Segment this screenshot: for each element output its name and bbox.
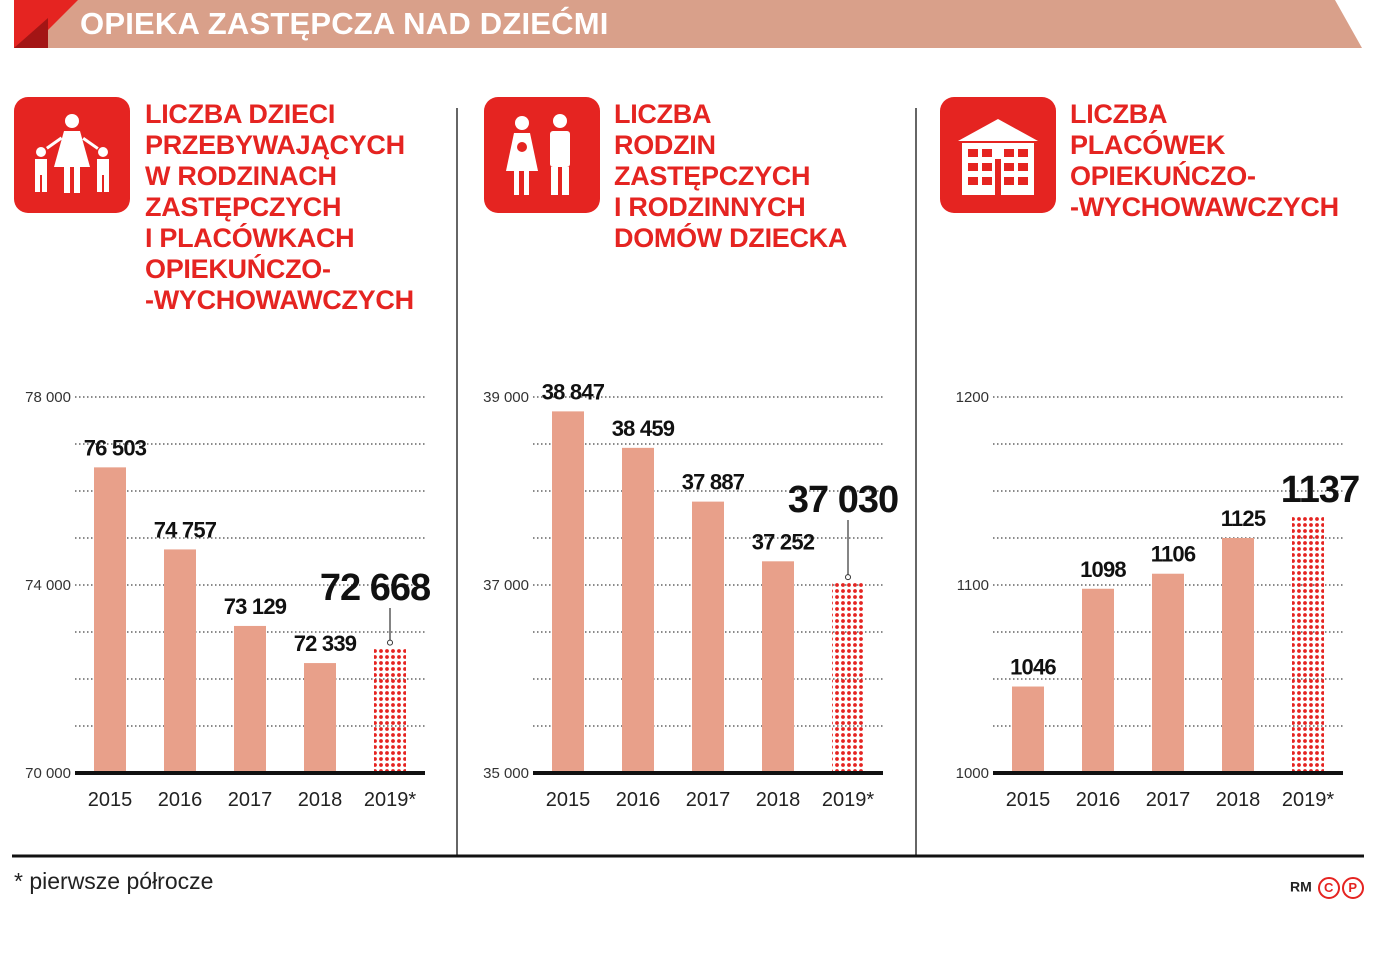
title-line: I PLACÓWKACH [145,223,355,253]
value-label: 73 129 [224,594,287,619]
value-label: 38 459 [612,416,675,441]
leader-dot [845,574,851,581]
author-initials: RM [1290,878,1312,895]
value-label: 37 887 [682,470,745,495]
value-label: 37 252 [752,529,815,554]
footnote: * pierwsze półrocze [14,868,214,894]
bar-2017 [692,501,724,773]
bar-2015 [1012,686,1044,773]
parents-with-baby-icon [484,97,600,213]
panel-title-families: LICZBA RODZIN ZASTĘPCZYCH I RODZINNYCH D… [614,99,847,254]
family-mother-children-icon [14,97,130,213]
value-label: 38 847 [542,379,605,404]
value-label: 1125 [1221,506,1266,531]
title-line: ZASTĘPCZYCH [145,192,342,222]
title-line: OPIEKUŃCZO- [1070,161,1256,191]
title-line: LICZBA [1070,99,1168,129]
leader-dot [387,639,393,646]
y-tick-label: 1000 [956,765,989,782]
x-tick-label: 2016 [616,789,661,811]
x-tick-label: 2015 [88,789,133,811]
value-label: 72 339 [294,631,357,656]
y-tick-label: 1200 [956,389,989,406]
y-tick-label: 39 000 [483,389,529,406]
value-label: 74 757 [154,517,217,542]
x-tick-label: 2017 [228,789,273,811]
x-tick-label: 2019* [364,789,416,811]
title-line: W RODZINACH [145,161,337,191]
bar-2019* [832,582,864,773]
value-label: 76 503 [84,435,147,460]
x-tick-label: 2015 [546,789,591,811]
bar-2018 [1222,538,1254,773]
title-line: DOMÓW DZIECKA [614,223,848,253]
value-label-highlight: 72 668 [320,567,430,609]
x-tick-label: 2017 [686,789,731,811]
title-line: -WYCHOWAWCZYCH [145,285,414,315]
value-label: 1098 [1080,557,1126,582]
y-tick-label: 37 000 [483,577,529,594]
bar-2017 [234,625,266,773]
x-tick-label: 2018 [298,789,343,811]
building-icon [940,97,1056,213]
x-tick-label: 2017 [1146,789,1191,811]
x-tick-label: 2019* [1282,789,1334,811]
value-label: 1106 [1151,542,1196,567]
bar-2016 [622,447,654,773]
x-tick-label: 2016 [1076,789,1121,811]
x-tick-label: 2016 [158,789,203,811]
x-tick-label: 2018 [756,789,801,811]
bar-2016 [164,549,196,773]
title-line: LICZBA DZIECI [145,99,336,129]
bar-2016 [1082,588,1114,773]
title-line: -WYCHOWAWCZYCH [1070,192,1339,222]
header-accent-shadow [14,18,48,48]
y-tick-label: 78 000 [25,389,71,406]
y-tick-label: 35 000 [483,765,529,782]
bar-2018 [304,663,336,773]
y-tick-label: 74 000 [25,577,71,594]
x-tick-label: 2015 [1006,789,1051,811]
x-tick-label: 2019* [822,789,874,811]
bar-2015 [552,411,584,773]
title-line: I RODZINNYCH [614,192,806,222]
y-tick-label: 1100 [957,577,989,594]
bar-2019* [1292,515,1324,773]
panel-title-institutions: LICZBA PLACÓWEK OPIEKUŃCZO- -WYCHOWAWCZY… [1070,99,1339,223]
bar-2017 [1152,573,1184,773]
title-line: OPIEKUŃCZO- [145,254,331,284]
copyright-icon: C [1317,877,1340,899]
value-label-highlight: 37 030 [788,479,898,521]
bar-2018 [762,561,794,773]
title-line: ZASTĘPCZYCH [614,161,811,191]
phonogram-icon: P [1341,877,1364,899]
title-line: RODZIN [614,130,716,160]
page-title: OPIEKA ZASTĘPCZA NAD DZIEĆMI [80,6,609,41]
value-label-highlight: 1137 [1281,469,1359,511]
bar-2019* [374,647,406,773]
title-line: PRZEBYWAJĄCYCH [145,130,405,160]
header-band [14,0,1362,48]
title-line: LICZBA [614,99,712,129]
title-line: PLACÓWEK [1070,130,1226,160]
value-label: 1046 [1010,655,1056,680]
x-tick-label: 2018 [1216,789,1261,811]
panel-title-children: LICZBA DZIECI PRZEBYWAJĄCYCH W RODZINACH… [145,99,414,316]
y-tick-label: 70 000 [25,765,71,782]
bar-2015 [94,467,126,773]
